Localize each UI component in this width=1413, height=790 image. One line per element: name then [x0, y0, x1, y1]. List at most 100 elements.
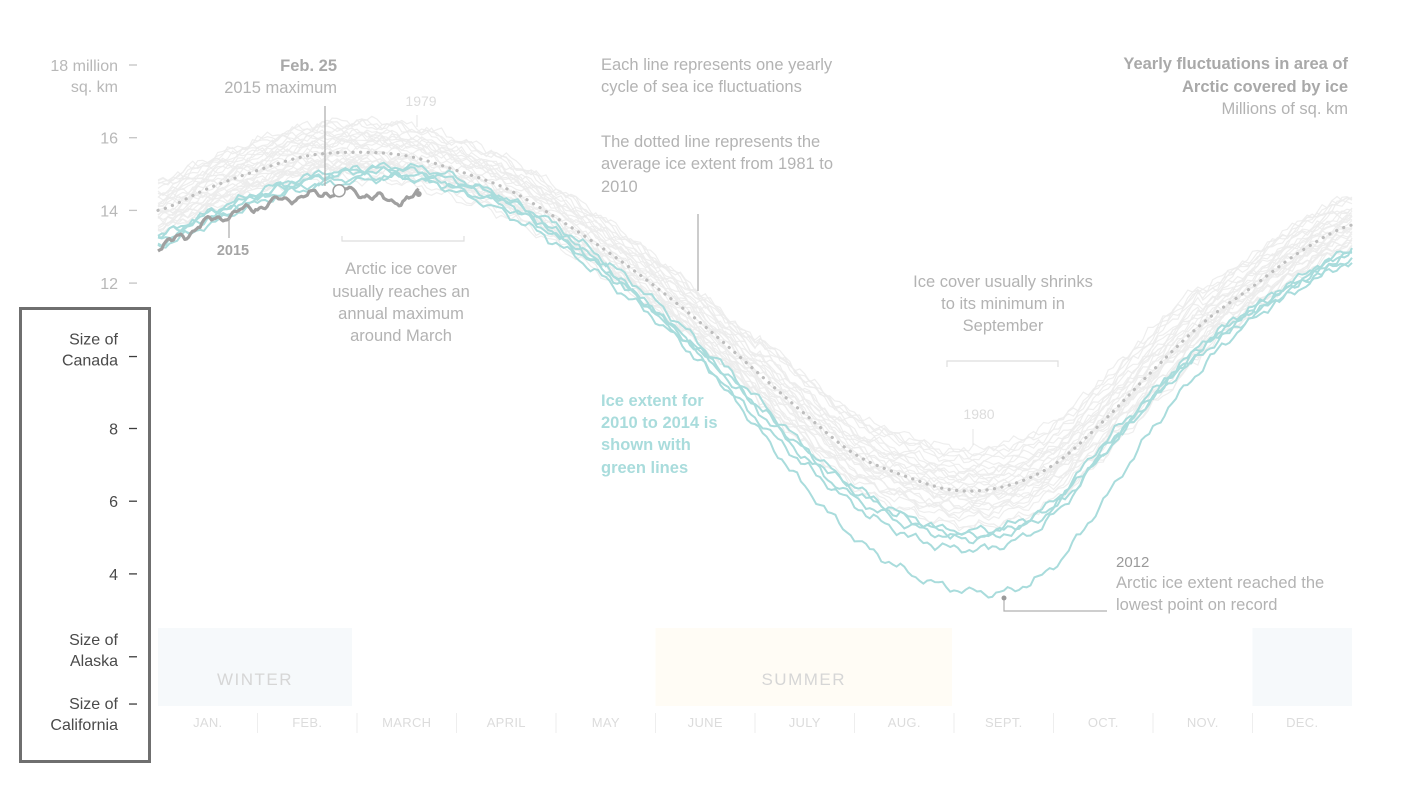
- label-2015: 2015: [217, 243, 249, 259]
- y-tick: 18 million sq. km: [50, 58, 137, 96]
- annotation-2015-maximum: Feb. 25 2015 maximum: [224, 57, 337, 186]
- dotted-text-1: The dotted line represents the: [601, 133, 820, 151]
- historical-year-line: [157, 163, 1353, 512]
- y-tick-label: 8: [109, 422, 118, 439]
- month-label: APRIL: [487, 715, 526, 730]
- chart-subtitle: Millions of sq. km: [1221, 100, 1348, 118]
- y-tick-label: Canada: [62, 353, 118, 370]
- month-label: DEC.: [1286, 715, 1318, 730]
- average-line-group: [156, 150, 1354, 493]
- season-band-winter: [1252, 628, 1352, 706]
- recent-year-line-2014: [157, 171, 1353, 545]
- season-band-summer: [655, 628, 953, 706]
- september-bracket: [946, 360, 1059, 367]
- y-tick-label: sq. km: [71, 79, 118, 96]
- historical-year-line: [157, 130, 1353, 479]
- march-text-4: around March: [350, 327, 452, 345]
- month-axis: JAN. FEB. MARCH APRIL MAY JUNE JULY AUG. SEPT. OC…: [193, 713, 1318, 733]
- annotation-1979: 1979: [405, 93, 437, 127]
- month-label: NOV.: [1187, 715, 1219, 730]
- y-axis: 18 million sq. km 16 14 12 Size of Canada 8 6 4 Si…: [50, 58, 137, 734]
- y-tick: Size of California: [50, 696, 137, 734]
- record-text-2: lowest point on record: [1116, 596, 1277, 614]
- historical-year-line: [157, 127, 1353, 453]
- green-text-1: Ice extent for: [601, 392, 704, 410]
- annotation-green-lines: Ice extent for 2010 to 2014 is shown wit…: [601, 392, 718, 477]
- march-text-2: usually reaches an: [332, 283, 470, 301]
- label-1979: 1979: [405, 93, 436, 109]
- y-tick: 16: [100, 131, 137, 148]
- historical-year-line: [157, 152, 1353, 498]
- march-text-3: annual maximum: [338, 305, 464, 323]
- green-text-3: shown with: [601, 436, 691, 454]
- historical-year-line: [157, 127, 1353, 458]
- september-text-2: to its minimum in: [941, 295, 1065, 313]
- season-bands: WINTER SUMMER: [158, 628, 1352, 706]
- y-tick-label: 16: [100, 131, 118, 148]
- line-2015-group: [157, 184, 422, 253]
- y-tick-label: California: [50, 717, 118, 734]
- y-tick-label: 18 million: [50, 58, 118, 75]
- average-dotted-line: [156, 150, 1354, 493]
- title-line-1: Yearly fluctuations in area of: [1123, 55, 1348, 73]
- historical-year-line: [157, 165, 1352, 505]
- historical-year-line: [157, 159, 1353, 499]
- month-label: AUG.: [888, 715, 921, 730]
- historical-year-line: [157, 137, 1353, 498]
- maximum-2015-marker: [332, 184, 346, 198]
- dotted-text-3: 2010: [601, 178, 638, 196]
- recent-lines: [157, 161, 1353, 599]
- annotation-march-maximum: Arctic ice cover usually reaches an annu…: [332, 236, 470, 345]
- line-2015-end-point: [415, 191, 422, 198]
- y-tick: Size of Canada: [62, 332, 137, 370]
- historical-year-line: [157, 156, 1353, 520]
- month-label: JULY: [789, 715, 821, 730]
- historical-year-line: [157, 136, 1353, 484]
- historical-year-line: [157, 145, 1353, 505]
- green-text-4: green lines: [601, 459, 688, 477]
- september-text-1: Ice cover usually shrinks: [913, 273, 1093, 291]
- y-tick: 12: [100, 276, 137, 293]
- month-label: MAY: [592, 715, 620, 730]
- annotation-1980: 1980: [963, 406, 995, 445]
- max-date-label: Feb. 25: [280, 57, 337, 75]
- march-bracket: [341, 236, 465, 242]
- label-1980: 1980: [963, 406, 994, 422]
- annotation-each-line: Each line represents one yearly cycle of…: [601, 56, 833, 96]
- historical-year-line: [157, 149, 1353, 486]
- annotation-september-minimum: Ice cover usually shrinks to its minimum…: [913, 273, 1093, 367]
- month-label: OCT.: [1088, 715, 1119, 730]
- record-year-label: 2012: [1116, 554, 1149, 571]
- recent-year-line-2013: [157, 164, 1353, 540]
- season-band-winter: [158, 628, 353, 706]
- month-label: JUNE: [688, 715, 723, 730]
- y-tick: 14: [100, 203, 137, 220]
- y-tick: 8: [109, 422, 137, 439]
- historical-year-line: [157, 150, 1353, 504]
- y-tick: 6: [109, 494, 137, 511]
- historical-year-line: [157, 115, 1353, 466]
- month-label: SEPT.: [985, 715, 1023, 730]
- historical-year-line: [157, 118, 1353, 482]
- month-label: FEB.: [292, 715, 322, 730]
- green-text-2: 2010 to 2014 is: [601, 414, 718, 432]
- record-text-1: Arctic ice extent reached the: [1116, 574, 1324, 592]
- y-tick-label: 12: [100, 276, 118, 293]
- y-tick-label: Size of: [69, 696, 118, 713]
- historical-year-line: [157, 128, 1353, 473]
- each-line-text-2: cycle of sea ice fluctuations: [601, 78, 802, 96]
- record-leader-line: [1003, 598, 1107, 612]
- chart-title: Yearly fluctuations in area of Arctic co…: [1123, 55, 1348, 118]
- dotted-text-2: average ice extent from 1981 to: [601, 155, 833, 173]
- max-description-label: 2015 maximum: [224, 79, 337, 97]
- annotation-2012-record: 2012 Arctic ice extent reached the lowes…: [1001, 554, 1324, 614]
- recent-year-line-2012: [157, 161, 1353, 599]
- y-tick-label: Size of: [69, 632, 118, 649]
- record-point: [1001, 595, 1007, 601]
- month-label: JAN.: [193, 715, 222, 730]
- y-tick-label: 4: [109, 567, 118, 584]
- month-label: MARCH: [382, 715, 431, 730]
- historical-year-line: [157, 131, 1353, 486]
- y-tick: 4: [109, 567, 137, 584]
